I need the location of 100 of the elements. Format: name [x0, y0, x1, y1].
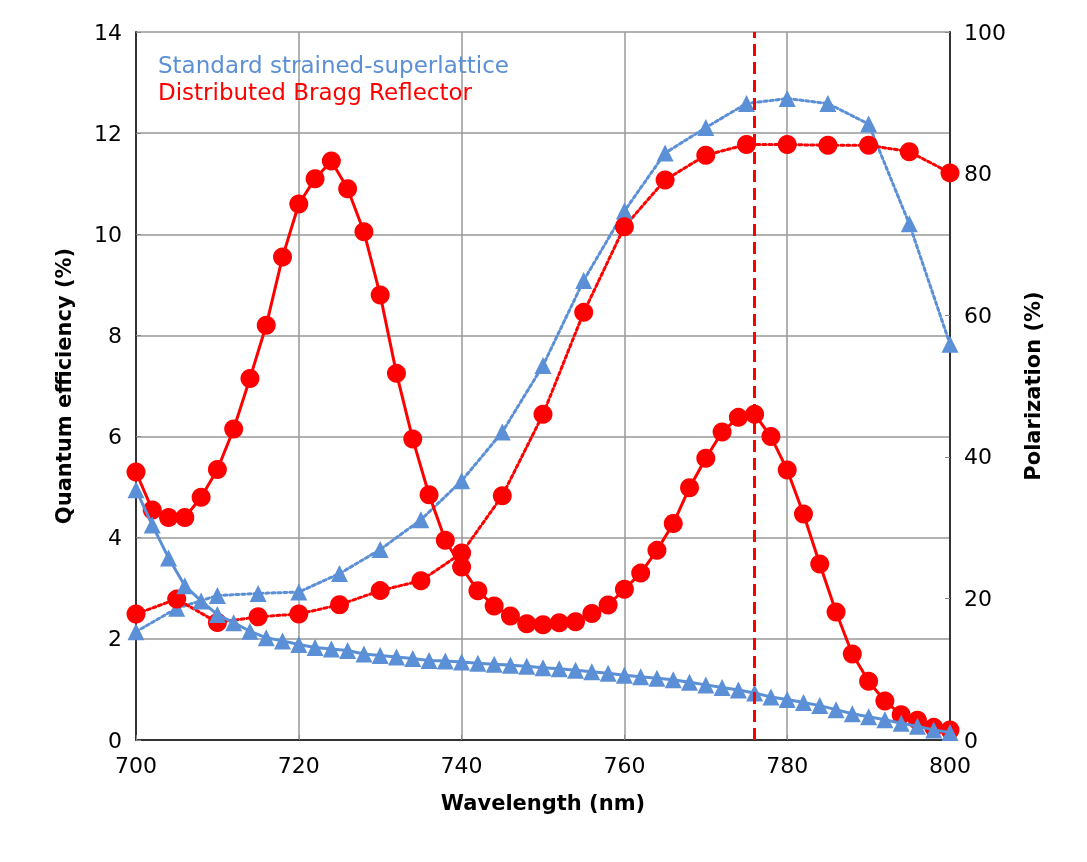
- point: [208, 587, 226, 605]
- point: [778, 90, 796, 108]
- point: [387, 363, 406, 383]
- point: [534, 659, 552, 677]
- point: [256, 315, 276, 335]
- point: [411, 571, 431, 591]
- point: [338, 179, 358, 199]
- point: [860, 115, 878, 133]
- point: [501, 656, 519, 674]
- point: [940, 163, 960, 183]
- point: [208, 606, 226, 624]
- text: Standard strained-superlattice: [158, 51, 509, 78]
- y-tick-label: 14: [94, 19, 122, 45]
- point: [493, 423, 511, 441]
- point: [257, 629, 275, 647]
- point: [598, 595, 618, 615]
- point: [777, 135, 797, 155]
- point: [615, 666, 633, 684]
- point: [575, 272, 593, 290]
- point: [728, 407, 748, 427]
- point: [941, 335, 959, 353]
- point: [305, 169, 325, 189]
- point: [892, 714, 910, 732]
- point: [712, 422, 732, 442]
- y-axis-title: Quantum efficiency (%): [51, 247, 76, 525]
- point: [355, 645, 373, 663]
- point: [632, 668, 650, 686]
- point: [290, 635, 308, 653]
- point: [517, 614, 537, 634]
- point: [533, 404, 553, 424]
- point: [819, 95, 837, 113]
- point: [827, 701, 845, 719]
- point: [550, 660, 568, 678]
- point: [648, 669, 666, 687]
- point: [549, 613, 569, 633]
- point: [289, 604, 309, 624]
- point: [655, 170, 675, 190]
- point: [647, 540, 667, 560]
- point: [167, 589, 187, 609]
- point: [534, 356, 552, 374]
- point: [127, 481, 145, 499]
- point: [843, 705, 861, 723]
- point: [582, 604, 602, 624]
- point: [859, 671, 879, 691]
- y-tick-label: 6: [108, 424, 122, 450]
- point: [322, 640, 340, 658]
- point: [404, 650, 422, 668]
- point: [248, 607, 268, 627]
- point: [159, 507, 179, 527]
- point: [567, 661, 585, 679]
- point: [241, 622, 259, 640]
- y-tick-label: 12: [94, 120, 122, 146]
- point: [240, 368, 260, 388]
- point: [224, 419, 244, 439]
- point: [656, 144, 674, 162]
- point: [492, 486, 512, 506]
- point: [225, 614, 243, 632]
- point: [290, 583, 308, 601]
- point: [599, 664, 617, 682]
- y2-tick-label: 20: [964, 585, 992, 611]
- y2-axis-title: Polarization (%): [1020, 291, 1045, 481]
- point: [664, 671, 682, 689]
- point: [331, 565, 348, 583]
- point: [794, 504, 813, 524]
- y-tick-label: 10: [94, 221, 122, 247]
- point: [697, 119, 715, 137]
- point: [453, 653, 471, 671]
- point: [143, 516, 161, 534]
- point: [583, 663, 601, 681]
- point: [207, 459, 227, 479]
- x-tick-label: 720: [277, 752, 320, 778]
- point: [574, 302, 594, 322]
- point: [681, 673, 699, 691]
- point: [566, 612, 586, 632]
- point: [737, 135, 756, 155]
- point: [371, 541, 389, 559]
- point: [680, 478, 700, 498]
- y-tick-label: 4: [108, 525, 122, 551]
- point: [484, 596, 504, 616]
- point: [273, 247, 293, 267]
- point: [663, 514, 683, 534]
- point: [696, 448, 716, 468]
- point: [412, 511, 430, 529]
- point: [900, 215, 918, 233]
- x-tick-label: 700: [115, 752, 157, 778]
- point: [339, 641, 357, 659]
- point: [842, 644, 862, 664]
- point: [452, 557, 472, 577]
- point: [811, 697, 829, 715]
- y-tick-label: 2: [108, 626, 122, 652]
- point: [810, 554, 830, 574]
- point: [249, 584, 267, 602]
- point: [436, 652, 454, 670]
- point: [176, 577, 194, 595]
- text: Distributed Bragg Reflector: [158, 78, 473, 105]
- point: [321, 151, 341, 171]
- point: [485, 655, 503, 673]
- point: [713, 678, 731, 696]
- point: [387, 648, 405, 666]
- point: [371, 647, 389, 665]
